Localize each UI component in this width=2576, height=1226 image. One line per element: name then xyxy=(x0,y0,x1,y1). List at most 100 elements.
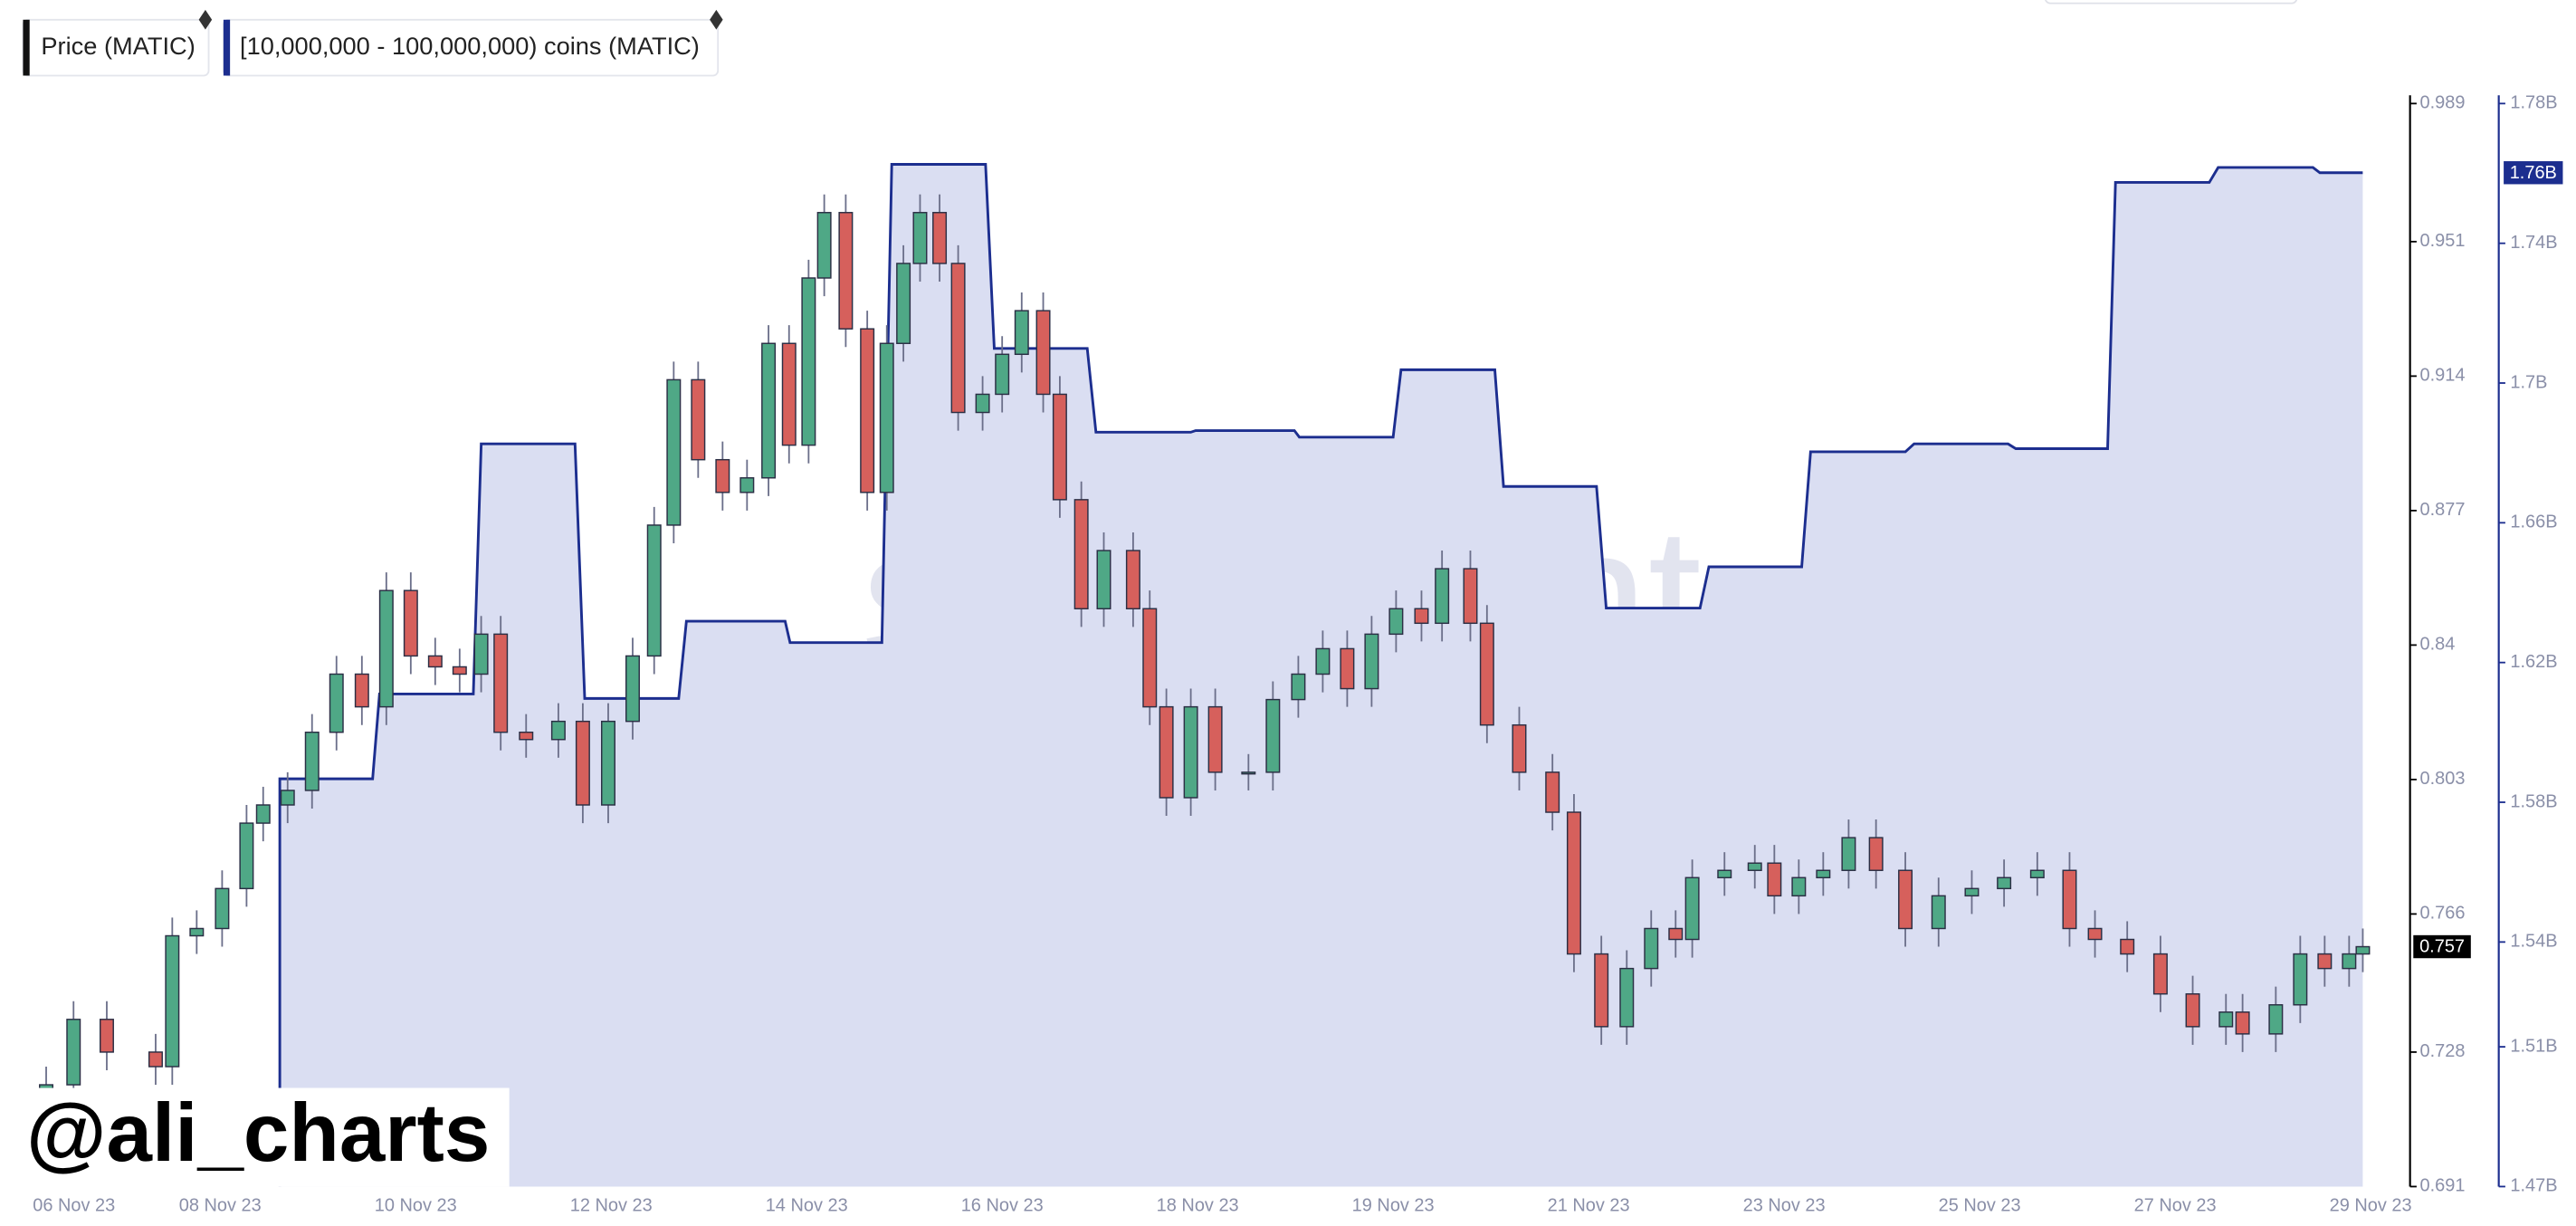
price-badge-label: 0.757 xyxy=(2419,937,2465,957)
candle-body xyxy=(1931,895,1946,930)
candle-body xyxy=(896,263,911,344)
candle-body xyxy=(1644,927,1659,970)
candle-body xyxy=(1463,568,1478,625)
candle-body xyxy=(761,342,777,479)
candle-body xyxy=(473,633,489,675)
candle-body xyxy=(1073,499,1089,609)
y-tick-label: 0.914 xyxy=(2420,366,2466,386)
candle-body xyxy=(838,212,854,330)
y2-tick-label: 1.74B xyxy=(2510,233,2557,253)
candle-body xyxy=(1414,608,1429,625)
candle-body xyxy=(189,927,205,937)
candle-body xyxy=(99,1019,114,1053)
price-badge xyxy=(2413,934,2471,959)
candle-body xyxy=(1898,869,1913,930)
legend-label: Price (MATIC) xyxy=(41,32,195,60)
candle-body xyxy=(950,263,966,414)
candle-body xyxy=(1512,723,1527,773)
candle-body xyxy=(1668,927,1684,941)
candle-body xyxy=(1096,550,1111,609)
candle-body xyxy=(2355,945,2371,955)
candle-body xyxy=(1388,608,1404,636)
candle-body xyxy=(816,212,832,279)
x-tick-label: 12 Nov 23 xyxy=(570,1195,653,1215)
candle-body xyxy=(1964,887,1980,897)
candle-body xyxy=(715,458,730,493)
candle-body xyxy=(304,731,320,791)
candle-body xyxy=(354,673,369,708)
candle-body xyxy=(1241,771,1256,775)
y-tick-label: 0.766 xyxy=(2420,904,2466,924)
y-tick-label: 0.84 xyxy=(2420,635,2456,655)
candle-body xyxy=(781,342,797,446)
candle-body xyxy=(239,822,254,890)
area xyxy=(280,164,2363,1187)
candle-body xyxy=(2218,1011,2234,1028)
annotation-box xyxy=(16,1087,510,1187)
candle-body xyxy=(2185,992,2200,1028)
x-tick-label: 08 Nov 23 xyxy=(179,1195,262,1215)
y2-tick-label: 1.66B xyxy=(2510,512,2557,532)
candle-body xyxy=(600,720,615,806)
candle-body xyxy=(1767,862,1782,897)
candle-body xyxy=(2152,953,2168,995)
candle-body xyxy=(1265,698,1281,773)
candle-body xyxy=(1566,811,1581,955)
candle-body xyxy=(1035,310,1051,396)
candle-body xyxy=(1291,673,1306,701)
x-tick-label: 14 Nov 23 xyxy=(766,1195,848,1215)
y-tick-label: 0.877 xyxy=(2420,500,2466,520)
y-tick-label: 0.951 xyxy=(2420,231,2466,251)
candle-body xyxy=(1142,608,1158,708)
candle-body xyxy=(932,212,948,264)
candle-body xyxy=(329,673,344,733)
y-tick-label: 0.691 xyxy=(2420,1176,2466,1196)
x-tick-label: 21 Nov 23 xyxy=(1548,1195,1630,1215)
y-tick-label: 0.989 xyxy=(2420,93,2466,113)
x-tick-label: 23 Nov 23 xyxy=(1743,1195,1826,1215)
candle-body xyxy=(403,589,418,657)
legend-swatch xyxy=(23,19,30,76)
y2-tick-label: 1.47B xyxy=(2510,1176,2557,1196)
candle-body xyxy=(1545,771,1560,813)
candle-body xyxy=(860,328,875,493)
y2-tick-label: 1.62B xyxy=(2510,652,2557,672)
x-tick-label: 29 Nov 23 xyxy=(2330,1195,2412,1215)
candle-body xyxy=(1997,876,2012,890)
candle-body xyxy=(1868,837,1884,871)
x-tick-label: 27 Nov 23 xyxy=(2134,1195,2217,1215)
candle-body xyxy=(1435,568,1450,625)
holdings-badge xyxy=(2504,161,2563,185)
x-tick-label: 18 Nov 23 xyxy=(1157,1195,1239,1215)
candle-body xyxy=(912,212,928,264)
candle-body xyxy=(1364,633,1379,690)
x-tick-label: 06 Nov 23 xyxy=(33,1195,115,1215)
x-tick-label: 19 Nov 23 xyxy=(1352,1195,1435,1215)
legend-swatch xyxy=(223,19,231,76)
candle-body xyxy=(646,524,662,657)
candle-body xyxy=(280,790,295,806)
candle-body xyxy=(879,342,894,493)
y-tick-label: 0.803 xyxy=(2420,769,2466,789)
annotation: @ali_charts xyxy=(26,1087,490,1179)
candle-body xyxy=(2293,953,2308,1006)
candle-body xyxy=(519,731,534,741)
candle-body xyxy=(1684,876,1700,941)
candle-body xyxy=(255,804,271,824)
candle-body xyxy=(1159,705,1174,799)
candle-body xyxy=(2235,1011,2250,1035)
candle-body xyxy=(1816,869,1831,878)
candle-body xyxy=(2120,938,2135,955)
candle-body xyxy=(1340,647,1355,690)
x-tick-label: 16 Nov 23 xyxy=(961,1195,1044,1215)
y2-tick-label: 1.78B xyxy=(2510,93,2557,113)
x-tick-label: 25 Nov 23 xyxy=(1939,1195,2021,1215)
candle-body xyxy=(1014,310,1029,356)
candle-body xyxy=(427,655,443,668)
candle-body xyxy=(1619,967,1635,1028)
candle-body xyxy=(148,1051,163,1068)
plot-area xyxy=(39,163,2371,1187)
candle-body xyxy=(2087,927,2103,941)
holdings-badge-label: 1.76B xyxy=(2510,163,2557,183)
candle-body xyxy=(2317,953,2333,970)
